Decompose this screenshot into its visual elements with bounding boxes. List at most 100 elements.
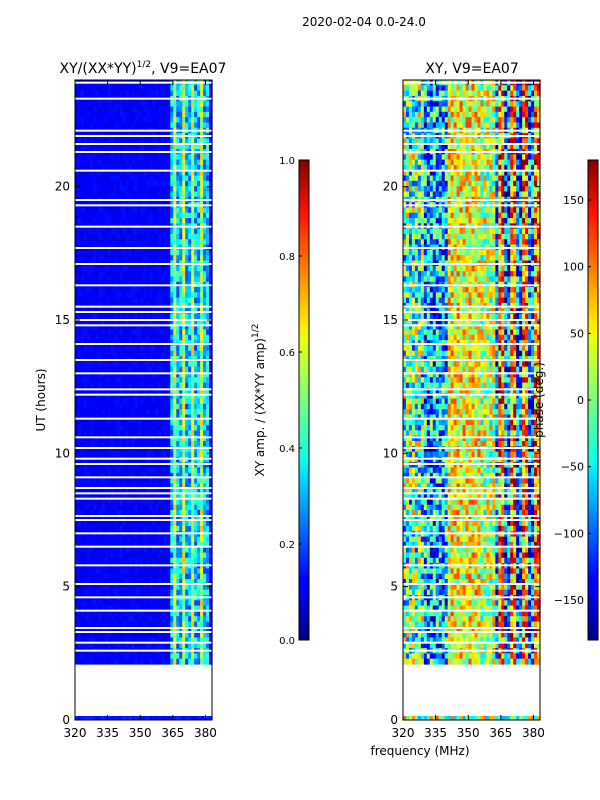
heatmap-cell — [197, 249, 201, 256]
heatmap-cell — [75, 154, 79, 161]
heatmap-cell — [116, 180, 121, 187]
heatmap-cell — [131, 106, 136, 113]
heatmap-cell — [125, 191, 130, 198]
heatmap-cell — [101, 329, 106, 336]
heatmap-cell — [182, 324, 186, 331]
heatmap-cell — [95, 212, 100, 219]
heatmap-cell — [161, 122, 165, 129]
heatmap-cell — [203, 265, 207, 272]
heatmap-cell — [128, 265, 133, 272]
heatmap-cell — [185, 212, 189, 219]
heatmap-cell — [149, 170, 154, 177]
heatmap-cell — [104, 212, 109, 219]
heatmap-cell — [194, 122, 198, 129]
heatmap-cell — [167, 265, 171, 272]
heatmap-cell — [191, 249, 195, 256]
heatmap-cell — [167, 106, 171, 113]
heatmap-cell — [176, 255, 180, 262]
heatmap-cell — [107, 218, 112, 224]
heatmap-cell — [185, 345, 189, 352]
heatmap-cell — [86, 366, 91, 373]
heatmap-cell — [86, 154, 91, 161]
heatmap-cell — [119, 297, 124, 304]
heatmap-cell — [200, 233, 204, 240]
heatmap-cell — [170, 138, 174, 145]
heatmap-cell — [104, 218, 109, 224]
heatmap-cell — [131, 249, 136, 256]
heatmap-cell — [158, 255, 162, 262]
heatmap-cell — [140, 90, 145, 97]
heatmap-cell — [89, 207, 94, 214]
heatmap-cell — [185, 170, 189, 177]
heatmap-cell — [176, 85, 180, 92]
heatmap-cell — [203, 117, 207, 124]
heatmap-cell — [185, 175, 189, 182]
heatmap-cell — [140, 297, 145, 304]
heatmap-cell — [122, 276, 127, 283]
heatmap-cell — [75, 85, 79, 92]
heatmap-cell — [200, 159, 204, 166]
heatmap-cell — [134, 122, 139, 129]
heatmap-cell — [101, 297, 106, 304]
heatmap-cell — [98, 350, 103, 357]
heatmap-cell — [209, 334, 213, 341]
heatmap-cell — [125, 324, 130, 331]
heatmap-cell — [80, 334, 85, 341]
heatmap-cell — [170, 90, 174, 97]
heatmap-cell — [197, 138, 201, 145]
heatmap-cell — [185, 207, 189, 214]
heatmap-cell — [113, 265, 118, 272]
heatmap-cell — [143, 350, 148, 357]
heatmap-cell — [104, 191, 109, 198]
heatmap-cell — [86, 212, 91, 219]
heatmap-cell — [113, 324, 118, 331]
heatmap-cell — [125, 143, 130, 150]
heatmap-cell — [80, 255, 85, 262]
heatmap-cell — [101, 85, 106, 92]
heatmap-cell — [152, 276, 157, 283]
heatmap-cell — [152, 387, 157, 394]
heatmap-cell — [200, 143, 204, 150]
heatmap-cell — [98, 377, 103, 384]
heatmap-cell — [125, 377, 130, 384]
heatmap-cell — [191, 101, 195, 108]
heatmap-cell — [188, 186, 192, 193]
heatmap-cell — [158, 180, 162, 187]
heatmap-cell — [83, 164, 88, 171]
heatmap-cell — [134, 265, 139, 272]
heatmap-cell — [122, 106, 127, 113]
heatmap-cell — [89, 117, 94, 124]
heatmap-cell — [83, 233, 88, 240]
heatmap-cell — [167, 191, 171, 198]
heatmap-cell — [80, 239, 85, 246]
heatmap-cell — [75, 106, 79, 113]
heatmap-cell — [155, 382, 159, 389]
heatmap-cell — [164, 186, 168, 193]
heatmap-cell — [146, 175, 151, 182]
heatmap-cell — [194, 287, 198, 293]
heatmap-cell — [119, 239, 124, 246]
heatmap-cell — [101, 101, 106, 108]
heatmap-cell — [104, 265, 109, 272]
heatmap-cell — [155, 154, 159, 161]
heatmap-cell — [113, 318, 118, 325]
heatmap-cell — [77, 90, 82, 97]
heatmap-cell — [161, 345, 165, 352]
heatmap-cell — [75, 387, 79, 394]
heatmap-cell — [182, 191, 186, 198]
heatmap-cell — [101, 239, 106, 246]
heatmap-cell — [95, 377, 100, 384]
heatmap-cell — [188, 175, 192, 182]
heatmap-cell — [170, 122, 174, 129]
heatmap-cell — [131, 361, 136, 368]
heatmap-cell — [125, 186, 130, 193]
heatmap-cell — [89, 361, 94, 368]
heatmap-cell — [164, 324, 168, 331]
heatmap-cell — [170, 143, 174, 150]
heatmap-cell — [146, 218, 151, 224]
heatmap-cell — [179, 292, 183, 299]
heatmap-cell — [188, 85, 192, 92]
heatmap-cell — [125, 170, 130, 177]
heatmap-cell — [80, 175, 85, 182]
heatmap-cell — [146, 366, 151, 373]
